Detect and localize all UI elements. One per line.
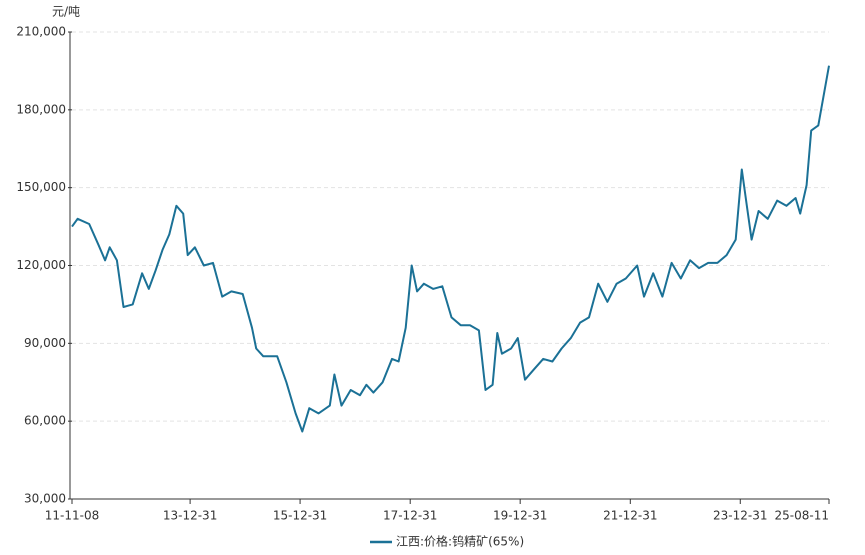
y-tick-label: 120,000 xyxy=(16,258,66,272)
x-tick-label: 19-12-31 xyxy=(493,509,547,523)
series-line xyxy=(71,65,830,433)
y-unit: 元/吨 xyxy=(52,5,80,19)
y-tick-label: 180,000 xyxy=(16,102,66,116)
legend-label: 江西:价格:钨精矿(65%) xyxy=(396,534,524,549)
x-tick-label: 15-12-31 xyxy=(273,509,327,523)
y-tick-label: 30,000 xyxy=(24,492,66,506)
y-tick-label: 210,000 xyxy=(16,25,66,39)
y-tick-label: 90,000 xyxy=(24,336,66,350)
y-tick-label: 60,000 xyxy=(24,414,66,428)
x-tick-label: 21-12-31 xyxy=(603,509,657,523)
x-tick-label: 11-11-08 xyxy=(45,509,99,523)
x-tick-label: 17-12-31 xyxy=(383,509,437,523)
y-tick-label: 150,000 xyxy=(16,180,66,194)
x-tick-label: 13-12-31 xyxy=(163,509,217,523)
x-tick-label: 25-08-11 xyxy=(775,509,829,523)
x-tick-label: 23-12-31 xyxy=(713,509,767,523)
